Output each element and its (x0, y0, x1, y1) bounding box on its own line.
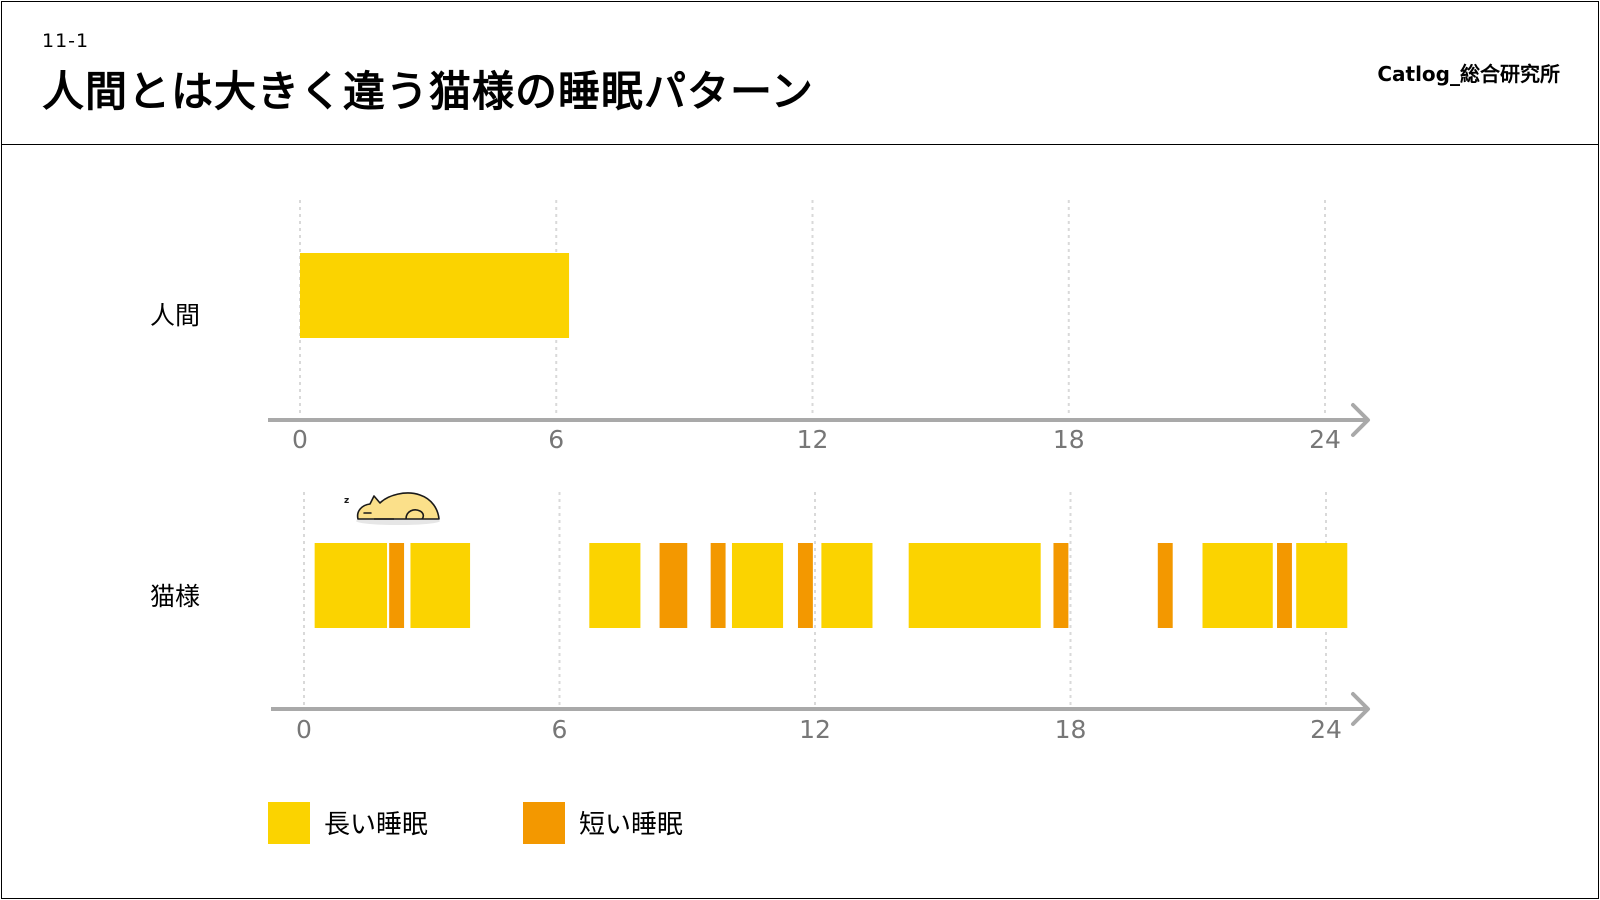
bar-layer (300, 253, 1348, 628)
x-axis-arrow-icon (1351, 692, 1370, 726)
long-sleep-bar (300, 253, 570, 338)
x-tick-label: 12 (797, 425, 829, 454)
x-tick-label: 0 (292, 425, 308, 454)
x-tick-label: 18 (1053, 425, 1085, 454)
x-tick-label: 6 (552, 715, 568, 744)
x-tick-label: 12 (799, 715, 831, 744)
long-sleep-bar (1202, 543, 1273, 628)
svg-text:z: z (344, 496, 349, 506)
long-sleep-bar (314, 543, 388, 628)
short-sleep-bar (389, 543, 405, 628)
x-tick-label: 24 (1309, 425, 1341, 454)
long-sleep-bar (1296, 543, 1348, 628)
slide-header: 11-1 人間とは大きく違う猫様の睡眠パターン Catlog_総合研究所 (2, 2, 1598, 145)
axis-layer (268, 403, 1370, 726)
x-axis-arrow-icon (1351, 403, 1370, 437)
long-sleep-bar (821, 543, 873, 628)
sleeping-cat-icon: z (344, 492, 440, 525)
legend-label-long: 長い睡眠 (324, 810, 428, 840)
x-tick-label: 6 (548, 425, 564, 454)
short-sleep-bar (1157, 543, 1173, 628)
brand-logo-text: Catlog_総合研究所 (1377, 62, 1560, 86)
short-sleep-bar (659, 543, 688, 628)
long-sleep-bar (589, 543, 641, 628)
x-tick-label: 24 (1310, 715, 1342, 744)
x-tick-label: 18 (1055, 715, 1087, 744)
short-sleep-bar (1277, 543, 1292, 628)
slide-title: 人間とは大きく違う猫様の睡眠パターン (42, 67, 814, 116)
short-sleep-bar (797, 543, 813, 628)
row-label: 猫様 (150, 582, 200, 611)
legend-swatch-short (523, 802, 565, 844)
row-label: 人間 (150, 301, 200, 330)
long-sleep-bar (731, 543, 784, 628)
short-sleep-bar (710, 543, 726, 628)
long-sleep-bar (410, 543, 471, 628)
x-tick-label: 0 (296, 715, 312, 744)
legend-swatch-long (268, 802, 310, 844)
long-sleep-bar (908, 543, 1041, 628)
slide-number: 11-1 (42, 30, 90, 52)
short-sleep-bar (1053, 543, 1069, 628)
legend-label-short: 短い睡眠 (579, 810, 683, 840)
